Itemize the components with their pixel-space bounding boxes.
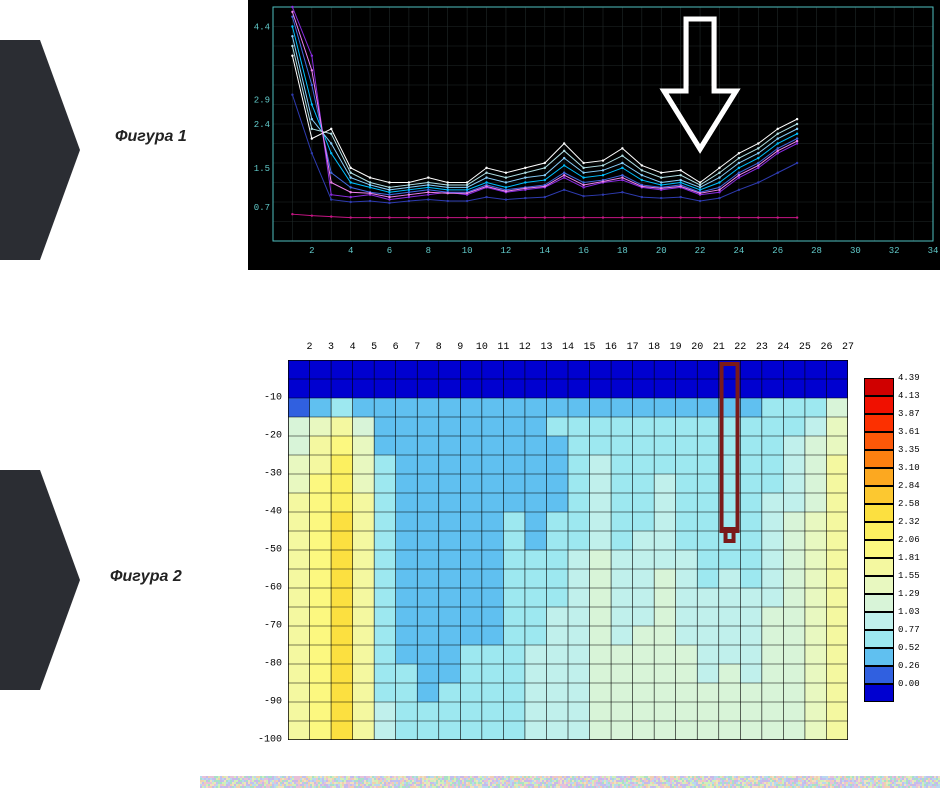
svg-text:4: 4: [348, 246, 353, 256]
svg-text:0.7: 0.7: [254, 203, 270, 213]
svg-text:28: 28: [811, 246, 822, 256]
svg-text:34: 34: [928, 246, 939, 256]
figure1-chart: 0.71.52.42.94.42468101214161820222426283…: [248, 0, 940, 270]
svg-text:22: 22: [695, 246, 706, 256]
svg-text:18: 18: [617, 246, 628, 256]
svg-text:8: 8: [426, 246, 431, 256]
svg-text:2: 2: [309, 246, 314, 256]
svg-text:26: 26: [772, 246, 783, 256]
svg-text:20: 20: [656, 246, 667, 256]
svg-text:2.9: 2.9: [254, 96, 270, 106]
figure2-x-axis: 2345678910111213141516171819202122232425…: [288, 342, 848, 358]
svg-text:10: 10: [462, 246, 473, 256]
figure2-y-axis: -10-20-30-40-50-60-70-80-90-100: [248, 360, 286, 740]
svg-text:6: 6: [387, 246, 392, 256]
figure1-label: Фигура 1: [115, 128, 187, 146]
chevron-1: [0, 40, 80, 260]
svg-text:24: 24: [733, 246, 744, 256]
chevron-2: [0, 470, 80, 690]
figure2-label: Фигура 2: [110, 568, 182, 586]
svg-text:30: 30: [850, 246, 861, 256]
figure2-colorbar: 4.394.133.873.613.353.102.842.582.322.06…: [864, 378, 920, 702]
svg-text:12: 12: [501, 246, 512, 256]
figure2-chart: 2345678910111213141516171819202122232425…: [248, 338, 940, 768]
svg-text:1.5: 1.5: [254, 164, 270, 174]
svg-text:4.4: 4.4: [254, 23, 270, 33]
decorative-noise-strip: [200, 776, 940, 788]
svg-text:14: 14: [539, 246, 550, 256]
svg-text:16: 16: [578, 246, 589, 256]
svg-text:32: 32: [889, 246, 900, 256]
svg-text:2.4: 2.4: [254, 120, 270, 130]
